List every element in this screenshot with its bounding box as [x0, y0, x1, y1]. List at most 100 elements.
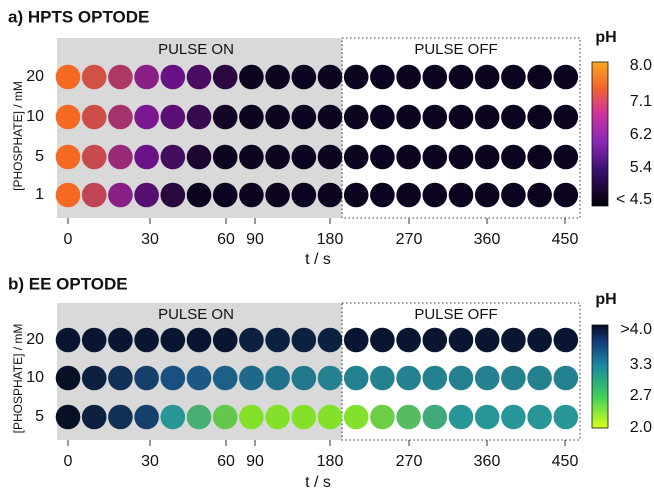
optode-image: [501, 328, 526, 353]
optode-image: [475, 328, 500, 353]
optode-image: [292, 405, 317, 430]
optode-image: [396, 105, 421, 130]
colorbar-tick-label: 6.2: [630, 126, 652, 143]
colorbar-tick-label: 2.7: [630, 387, 652, 404]
optode-image: [161, 366, 186, 391]
optode-image: [187, 65, 212, 90]
row-label: 10: [26, 369, 44, 386]
x-tick-label: 60: [217, 453, 235, 470]
optode-image: [56, 145, 81, 170]
x-axis-label: t / s: [305, 474, 331, 491]
optode-image: [449, 366, 474, 391]
optode-image: [187, 145, 212, 170]
optode-image: [475, 65, 500, 90]
optode-image: [108, 328, 133, 353]
optode-image: [82, 366, 107, 391]
x-tick-label: 60: [217, 231, 235, 248]
optode-image: [239, 183, 264, 208]
optode-image: [56, 405, 81, 430]
optode-image: [344, 405, 369, 430]
row-label: 5: [35, 408, 44, 425]
optode-image: [108, 145, 133, 170]
optode-image: [82, 65, 107, 90]
optode-image: [187, 105, 212, 130]
optode-image: [134, 183, 159, 208]
optode-image: [344, 366, 369, 391]
colorbar: [592, 325, 608, 428]
y-axis-label: [PHOSPHATE] / mM: [11, 324, 25, 434]
colorbar-tick-label: 5.4: [630, 159, 652, 176]
optode-image: [56, 183, 81, 208]
optode-image: [265, 405, 290, 430]
optode-image: [187, 328, 212, 353]
optode-image: [108, 183, 133, 208]
optode-image: [318, 405, 343, 430]
optode-image: [213, 405, 238, 430]
optode-image: [239, 328, 264, 353]
optode-image: [213, 328, 238, 353]
optode-image: [56, 105, 81, 130]
x-tick-label: 90: [246, 231, 264, 248]
optode-image: [239, 145, 264, 170]
optode-image: [370, 183, 395, 208]
optode-image: [318, 366, 343, 391]
colorbar-tick-label: >4.0: [620, 321, 652, 338]
optode-image: [161, 105, 186, 130]
optode-image: [134, 105, 159, 130]
colorbar-tick-label: 8.0: [630, 57, 652, 74]
optode-image: [501, 405, 526, 430]
optode-image: [265, 65, 290, 90]
optode-image: [344, 105, 369, 130]
optode-image: [475, 145, 500, 170]
optode-image: [370, 145, 395, 170]
optode-image: [527, 65, 552, 90]
optode-image: [554, 105, 579, 130]
optode-image: [82, 405, 107, 430]
optode-image: [475, 405, 500, 430]
optode-image: [239, 405, 264, 430]
optode-image: [265, 328, 290, 353]
optode-image: [423, 65, 448, 90]
x-tick-label: 450: [552, 453, 579, 470]
optode-image: [370, 405, 395, 430]
optode-image: [554, 183, 579, 208]
optode-image: [108, 105, 133, 130]
optode-image: [318, 65, 343, 90]
pulse-off-label: PULSE OFF: [414, 306, 497, 323]
x-tick-label: 0: [64, 453, 73, 470]
optode-image: [501, 145, 526, 170]
optode-image: [318, 328, 343, 353]
optode-image: [318, 105, 343, 130]
optode-image: [423, 105, 448, 130]
optode-image: [56, 328, 81, 353]
optode-image: [554, 366, 579, 391]
panel-title: b) EE OPTODE: [8, 274, 128, 293]
optode-image: [239, 366, 264, 391]
optode-image: [134, 366, 159, 391]
optode-image: [187, 366, 212, 391]
optode-image: [449, 405, 474, 430]
optode-image: [501, 183, 526, 208]
optode-image: [527, 405, 552, 430]
optode-image: [134, 145, 159, 170]
optode-image: [396, 366, 421, 391]
optode-image: [527, 328, 552, 353]
optode-image: [265, 105, 290, 130]
optode-image: [370, 105, 395, 130]
optode-image: [554, 145, 579, 170]
optode-image: [82, 328, 107, 353]
optode-image: [161, 405, 186, 430]
optode-image: [161, 183, 186, 208]
optode-image: [423, 145, 448, 170]
optode-image: [187, 405, 212, 430]
optode-image: [187, 183, 212, 208]
optode-image: [239, 65, 264, 90]
optode-image: [265, 145, 290, 170]
x-axis-label: t / s: [305, 251, 331, 268]
optode-image: [292, 366, 317, 391]
optode-image: [161, 328, 186, 353]
optode-image: [423, 405, 448, 430]
optode-image: [108, 366, 133, 391]
optode-image: [82, 105, 107, 130]
pulse-on-label: PULSE ON: [158, 41, 234, 58]
